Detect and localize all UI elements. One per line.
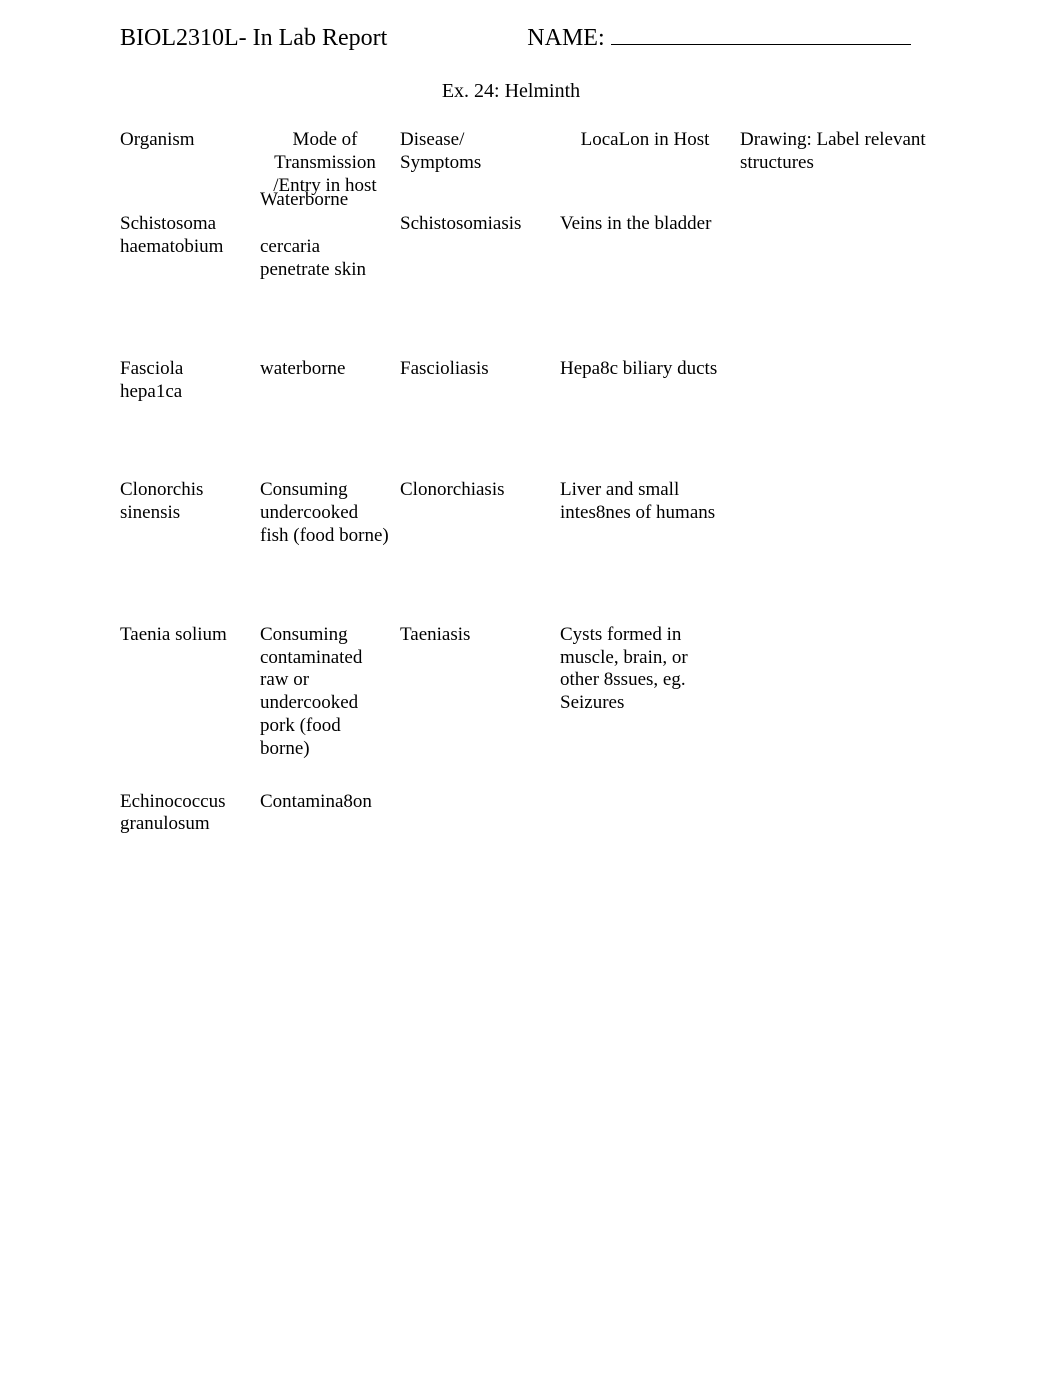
header-line: BIOL2310L- In Lab Report NAME: <box>120 20 982 52</box>
row-spacer <box>260 578 390 614</box>
table-cell <box>740 791 960 867</box>
table-cell: Consuming undercooked fish (food borne) <box>260 469 390 577</box>
table-cell: Echinococcus granulosum <box>120 791 250 867</box>
col-header-disease: Disease/ Symptoms <box>400 129 550 203</box>
table-cell <box>740 469 960 577</box>
col-header-drawing: Drawing: Label relevant structures <box>740 129 960 203</box>
table-cell <box>740 614 960 791</box>
row-spacer <box>400 433 550 469</box>
table-cell: Clonorchis sinensis <box>120 469 250 577</box>
helminth-table: Organism Mode of Transmission /Entry in … <box>120 129 982 866</box>
cell-text: cercaria penetrate skin <box>260 236 366 280</box>
table-cell <box>400 791 550 867</box>
table-cell: Contamina8on <box>260 791 390 867</box>
table-cell: Schistosomiasis <box>400 203 550 311</box>
row-spacer <box>740 578 960 614</box>
table-cell: Clonorchiasis <box>400 469 550 577</box>
row-spacer <box>560 578 730 614</box>
row-spacer <box>120 433 250 469</box>
row-spacer <box>740 433 960 469</box>
lab-report-page: BIOL2310L- In Lab Report NAME: Ex. 24: H… <box>0 0 1062 1377</box>
table-cell <box>740 203 960 311</box>
table-cell: Fasciola hepa1ca <box>120 348 250 434</box>
col-header-location: LocaLon in Host <box>560 129 730 203</box>
table-cell: Veins in the bladder <box>560 203 730 311</box>
row-spacer <box>560 433 730 469</box>
table-cell: Schistosoma haematobium <box>120 203 250 311</box>
row-spacer <box>400 578 550 614</box>
table-cell: Fascioliasis <box>400 348 550 434</box>
course-title: BIOL2310L- In Lab Report <box>120 25 387 52</box>
row-spacer <box>260 312 390 348</box>
row-spacer <box>120 312 250 348</box>
row-spacer <box>560 312 730 348</box>
table-cell: Taenia solium <box>120 614 250 791</box>
row-spacer <box>260 433 390 469</box>
col-header-organism: Organism <box>120 129 250 203</box>
table-cell: waterborne <box>260 348 390 434</box>
table-cell <box>560 791 730 867</box>
table-cell: Consuming contaminated raw or undercooke… <box>260 614 390 791</box>
table-cell: Hepa8c biliary ducts <box>560 348 730 434</box>
exercise-subtitle: Ex. 24: Helminth <box>120 80 982 103</box>
table-cell: Waterborne X cercaria penetrate skin <box>260 203 390 311</box>
table-cell: Cysts formed in muscle, brain, or other … <box>560 614 730 791</box>
name-blank-line <box>611 20 911 45</box>
table-cell: Taeniasis <box>400 614 550 791</box>
row-spacer <box>400 312 550 348</box>
table-cell <box>740 348 960 434</box>
row-spacer <box>740 312 960 348</box>
row-spacer <box>120 578 250 614</box>
name-label: NAME: <box>527 25 604 52</box>
table-cell: Liver and small intes8nes of humans <box>560 469 730 577</box>
overlapping-text: Waterborne <box>260 189 348 212</box>
